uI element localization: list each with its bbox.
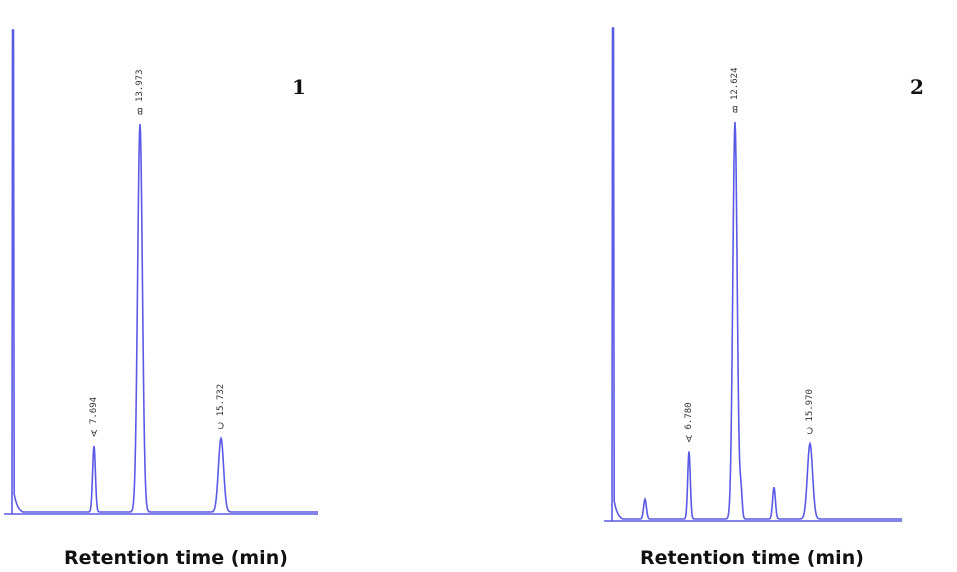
x-axis-label: Retention time (min) [64,547,288,569]
chromatogram-trace [611,27,902,522]
peak-retention-time: 7.694 [89,397,99,424]
peak-letter: B [137,105,143,115]
chromatogram-panel-2: A 6.780 B 12.624 C 15.970 2 Retention time (m… [604,27,924,569]
x-axis-label: Retention time (min) [640,547,864,569]
panel-label: 1 [292,75,306,99]
peak-retention-time: 15.732 [216,384,226,417]
peak-letter: A [685,433,692,443]
peak-letter: A [90,427,97,437]
peak-retention-time: 15.970 [805,389,815,422]
peak-letter: C [807,425,813,435]
panel-label: 2 [910,75,924,99]
peak-retention-time: 12.624 [730,67,740,100]
chromatogram-trace [11,29,318,515]
peak-retention-time: 6.780 [684,402,694,429]
peak-letter: B [732,103,738,113]
peak-letter: C [218,419,224,429]
peak-retention-time: 13.973 [135,69,145,102]
chromatogram-panel-1: A 7.694 B 13.973 C 15.732 1 Retention time (m… [4,29,318,569]
